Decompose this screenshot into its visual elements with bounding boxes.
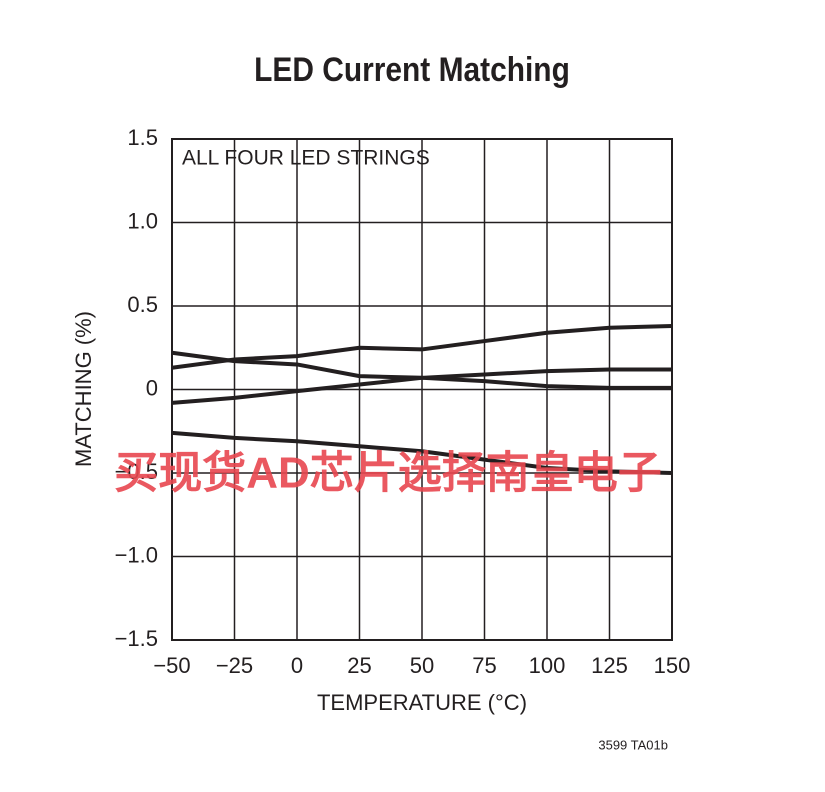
y-tick-label: −1.0: [115, 542, 158, 567]
y-axis-label: MATCHING (%): [71, 311, 96, 467]
x-tick-label: −50: [153, 653, 190, 678]
y-tick-label: −1.5: [115, 626, 158, 651]
x-tick-label: 75: [472, 653, 496, 678]
x-tick-label: 150: [654, 653, 691, 678]
y-tick-label: −0.5: [115, 459, 158, 484]
x-tick-label: −25: [216, 653, 253, 678]
y-tick-label: 1.0: [127, 208, 158, 233]
figure-ref: 3599 TA01b: [598, 737, 668, 752]
y-tick-label: 1.5: [127, 125, 158, 150]
x-tick-label: 100: [529, 653, 566, 678]
x-tick-label: 50: [410, 653, 434, 678]
y-tick-label: 0.5: [127, 292, 158, 317]
x-tick-label: 0: [291, 653, 303, 678]
series-line: [171, 367, 672, 405]
x-axis-label: TEMPERATURE (°C): [317, 690, 527, 715]
annotation: ALL FOUR LED STRINGS: [182, 147, 430, 170]
chart-title: LED Current Matching: [254, 50, 570, 88]
x-tick-label: 25: [347, 653, 371, 678]
watermark: 买现货AD芯片选择南皇电子: [114, 449, 662, 498]
series-line: [171, 430, 673, 475]
x-tick-label: 125: [591, 653, 628, 678]
y-tick-label: 0: [146, 375, 158, 400]
series-line: [171, 324, 673, 370]
